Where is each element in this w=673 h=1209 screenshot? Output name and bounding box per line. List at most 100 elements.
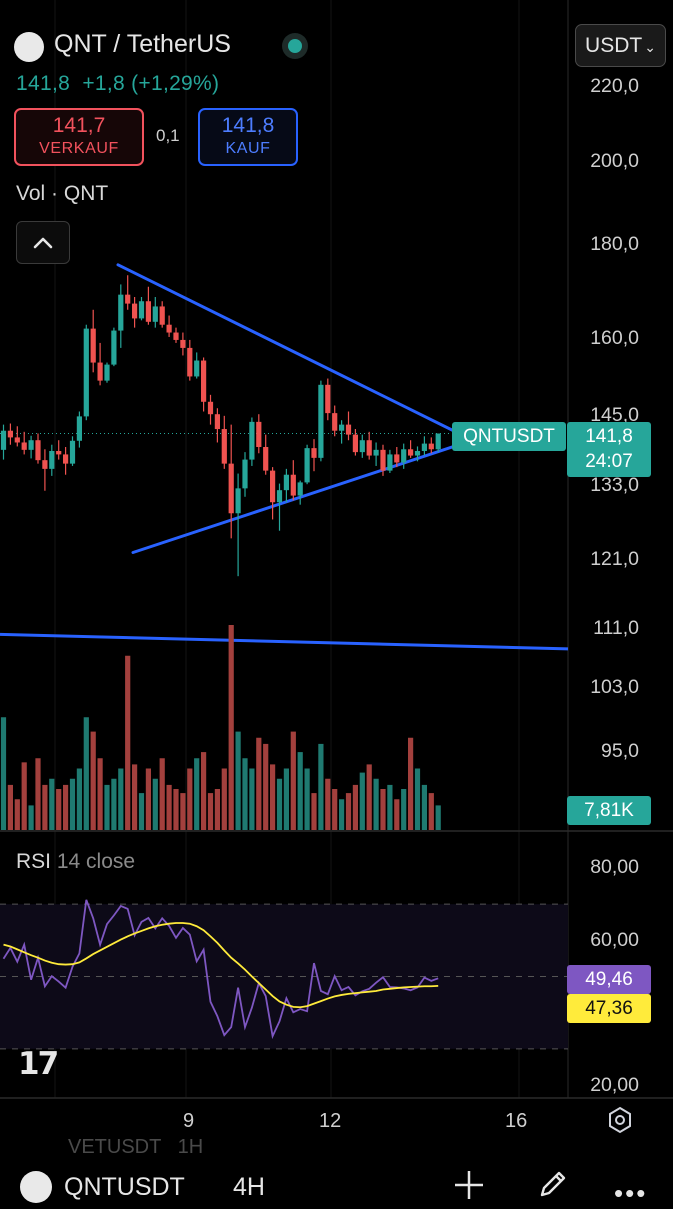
candle-body bbox=[421, 443, 427, 451]
candle-body bbox=[380, 449, 386, 471]
volume-bar bbox=[201, 752, 207, 830]
volume-bar bbox=[90, 731, 96, 830]
candle-body bbox=[290, 474, 296, 496]
volume-bar bbox=[242, 758, 248, 830]
volume-bar bbox=[311, 793, 317, 830]
price-axis-label: 220,0 bbox=[590, 75, 639, 97]
volume-bar bbox=[145, 768, 151, 830]
candle-body bbox=[428, 443, 434, 450]
volume-bar bbox=[97, 758, 103, 830]
candle-body bbox=[83, 328, 89, 417]
buy-button[interactable]: 141,8 KAUF bbox=[198, 108, 298, 166]
candle-body bbox=[69, 440, 76, 464]
volume-bar bbox=[76, 768, 82, 830]
volume-bar bbox=[83, 717, 89, 830]
candle-body bbox=[194, 360, 200, 377]
tradingview-logo-icon: 17 bbox=[18, 1046, 59, 1082]
volume-bar bbox=[56, 789, 62, 830]
candle-body bbox=[201, 360, 207, 402]
volume-bar bbox=[207, 793, 214, 830]
chevron-down-icon: ⌄ bbox=[644, 39, 656, 55]
candle-body bbox=[235, 488, 241, 514]
volume-bar bbox=[339, 799, 345, 830]
candle-body bbox=[76, 416, 82, 441]
spread-value: 0,1 bbox=[156, 126, 180, 145]
candle-body bbox=[414, 450, 421, 456]
volume-bar bbox=[408, 737, 414, 830]
candle-body bbox=[345, 424, 352, 435]
volume-bar bbox=[214, 789, 220, 830]
volume-bar bbox=[414, 768, 421, 830]
volume-bar bbox=[332, 789, 338, 830]
volume-bar bbox=[435, 805, 441, 830]
price-axis-label: 200,0 bbox=[590, 150, 639, 172]
volume-bar bbox=[173, 789, 179, 830]
volume-bar bbox=[373, 778, 379, 830]
volume-bar bbox=[166, 784, 172, 830]
candle-body bbox=[401, 449, 407, 463]
volume-bar bbox=[159, 758, 165, 830]
symbol-selector[interactable]: QNTUSDT bbox=[64, 1173, 185, 1201]
quant-logo-icon bbox=[20, 1171, 52, 1203]
candle-body bbox=[283, 474, 289, 491]
candle-body bbox=[56, 450, 62, 455]
candle-body bbox=[332, 413, 338, 431]
candle-body bbox=[125, 294, 131, 304]
candle-body bbox=[159, 306, 165, 325]
pen-icon[interactable] bbox=[534, 1166, 570, 1202]
price-axis-label: 95,0 bbox=[601, 740, 639, 762]
rsi-axis-label: 20,00 bbox=[590, 1074, 639, 1096]
price-axis-label: 180,0 bbox=[590, 233, 639, 255]
currency-selector[interactable]: USDT ⌄ bbox=[575, 24, 666, 67]
candle-body bbox=[228, 463, 234, 514]
volume-bar bbox=[187, 768, 193, 830]
volume-bar bbox=[132, 764, 138, 830]
volume-bar bbox=[104, 784, 110, 830]
volume-bar bbox=[428, 793, 434, 830]
candle-body bbox=[366, 440, 372, 456]
rsi-name: RSI bbox=[16, 850, 52, 873]
last-price-value: 141,8 bbox=[585, 426, 633, 447]
candle-body bbox=[221, 429, 227, 464]
candle-body bbox=[325, 384, 331, 414]
volume-bar bbox=[180, 793, 186, 830]
candle-body bbox=[180, 339, 186, 348]
sell-button[interactable]: 141,7 VERKAUF bbox=[14, 108, 144, 166]
buy-label: KAUF bbox=[225, 140, 271, 157]
volume-bar bbox=[263, 743, 269, 830]
market-open-icon bbox=[282, 33, 308, 59]
plus-icon[interactable] bbox=[452, 1168, 486, 1202]
volume-indicator-label[interactable]: Vol · QNT bbox=[16, 182, 109, 205]
candle-body bbox=[339, 424, 345, 431]
candle-body bbox=[276, 490, 283, 503]
timeframe-selector[interactable]: 4H bbox=[233, 1173, 265, 1201]
candle-body bbox=[152, 306, 158, 322]
volume-bar bbox=[14, 799, 20, 830]
candle-body bbox=[256, 421, 262, 448]
symbol-price-tag: QNTUSDT bbox=[452, 422, 566, 451]
candle-body bbox=[270, 470, 276, 503]
volume-bar bbox=[111, 778, 117, 830]
previous-symbol-hint: VETUSDT 1H bbox=[68, 1136, 204, 1158]
pair-title[interactable]: QNT / TetherUS bbox=[54, 30, 231, 58]
upper-trendline bbox=[116, 263, 475, 442]
volume-bar bbox=[421, 784, 427, 830]
volume-bar bbox=[69, 778, 76, 830]
candle-body bbox=[263, 447, 269, 471]
sell-label: VERKAUF bbox=[39, 140, 119, 157]
volume-bar bbox=[228, 625, 234, 830]
chevron-up-icon bbox=[33, 237, 53, 249]
volume-bar bbox=[256, 737, 262, 830]
collapse-button[interactable] bbox=[16, 221, 70, 264]
rsi-line bbox=[2, 899, 439, 1040]
rsi-indicator-label[interactable]: RSI 14 close bbox=[16, 850, 135, 874]
settings-icon[interactable] bbox=[606, 1106, 634, 1134]
candle-body bbox=[352, 434, 358, 453]
price-axis-label: 121,0 bbox=[590, 548, 639, 570]
rsi-value-tag: 49,46 bbox=[567, 965, 651, 994]
volume-bar bbox=[194, 758, 200, 830]
candle-body bbox=[387, 454, 393, 471]
more-icon[interactable]: ••• bbox=[614, 1178, 648, 1208]
volume-bar bbox=[345, 793, 352, 830]
